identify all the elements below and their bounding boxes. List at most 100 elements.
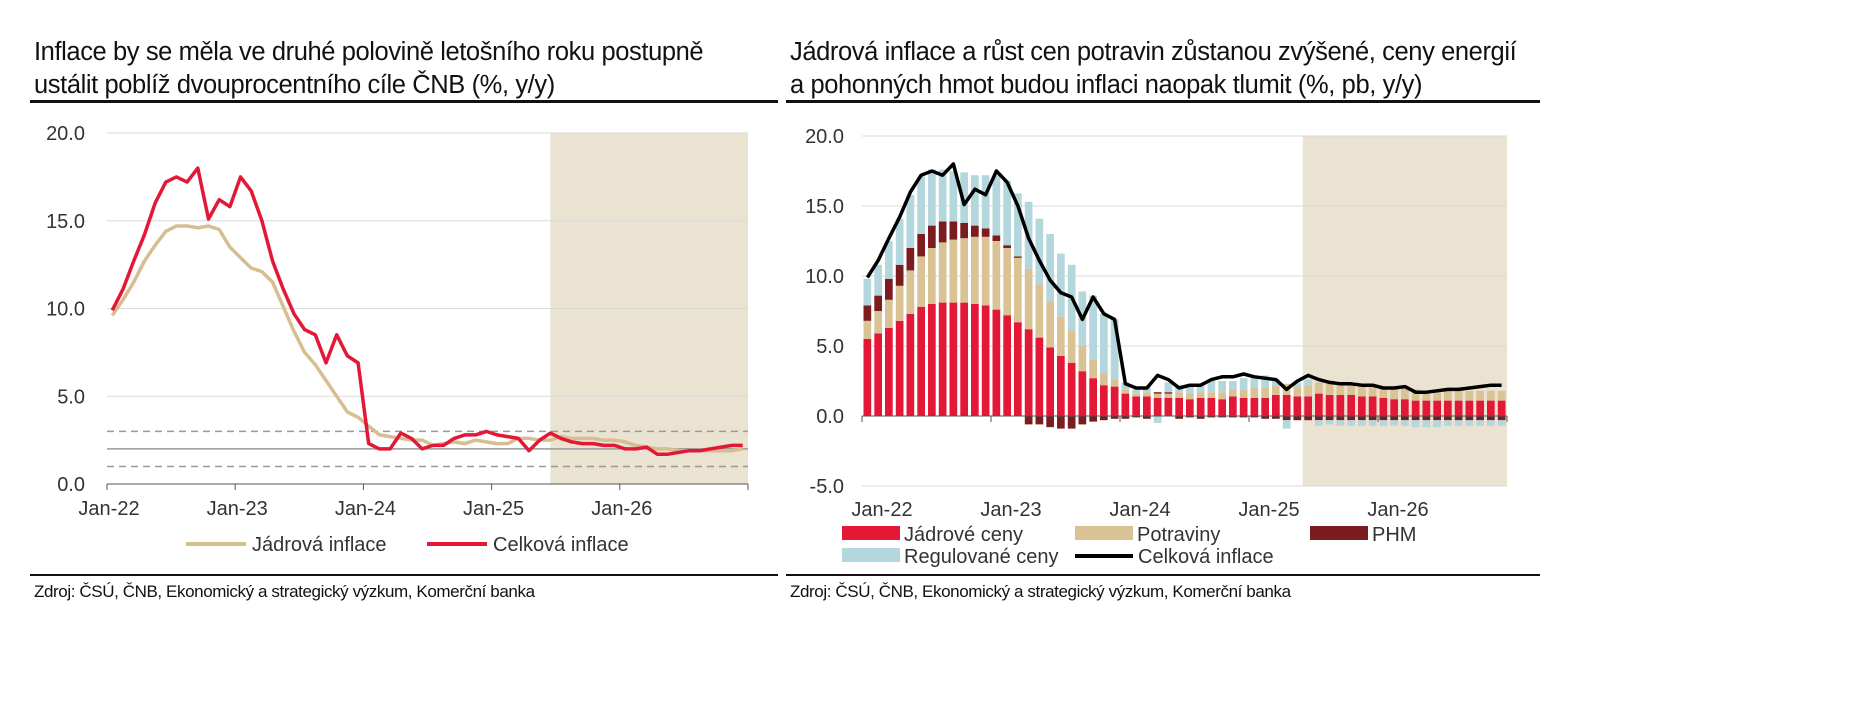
y-tick-label: 5.0 [816,336,844,358]
bar-food [1336,383,1345,395]
bar-food [874,311,882,334]
bar-core-prices [1476,400,1484,416]
bar-food [1401,388,1409,400]
bar-core-prices [928,304,936,416]
bar-food [928,248,936,304]
bar-regulated [1422,420,1431,428]
bar-regulated [1272,379,1280,386]
legend-label-core: Jádrová inflace [252,534,387,556]
bar-food [917,256,925,307]
bar-core-prices [1304,396,1312,416]
bar-fuel [1035,416,1044,425]
bar-regulated [1229,381,1237,390]
bar-core-prices [1067,362,1076,416]
bar-fuel [917,234,925,257]
bar-fuel [1401,416,1409,421]
bar-fuel [1358,416,1366,421]
bar-food [1153,393,1162,398]
bar-regulated [1239,378,1248,390]
bar-regulated [1358,420,1366,426]
bar-regulated [949,171,958,222]
bar-regulated [895,218,904,265]
bar-fuel [1347,416,1355,421]
bar-food [1325,383,1334,395]
bar-fuel [1014,256,1022,258]
bar-core-prices [1078,371,1087,416]
bar-food [1304,385,1312,397]
bar-core-prices [885,327,893,416]
bar-core-prices [1379,397,1388,416]
bar-fuel [1368,416,1377,421]
bar-regulated [1218,381,1226,393]
bar-food [1196,392,1205,398]
forecast-band [1302,136,1507,486]
bar-regulated [1401,420,1409,426]
bar-regulated [1207,381,1216,393]
bar-regulated [1196,383,1205,393]
bar-core-prices [895,320,904,416]
x-tick-label: Jan-22 [851,499,912,521]
bar-fuel [1411,416,1420,421]
bar-food [1379,386,1388,398]
bar-fuel [906,248,915,271]
bar-regulated [1368,420,1377,426]
bar-regulated [1336,420,1345,426]
bar-food [1229,389,1237,397]
right-title-rule [786,100,1540,103]
bar-core-prices [1153,397,1162,416]
bar-core-prices [971,304,979,416]
legend-label-regulated: Regulované ceny [904,546,1059,568]
bar-fuel [1132,416,1140,418]
x-tick-label: Jan-24 [1109,499,1170,521]
bar-food [1143,392,1151,397]
bar-fuel [1175,416,1183,419]
bar-food [981,236,990,306]
bar-fuel [1186,416,1194,418]
bar-fuel [938,221,947,243]
bar-fuel [1497,416,1506,421]
bar-core-prices [1196,397,1205,416]
bar-fuel [1078,416,1087,425]
bar-food [949,239,958,303]
bar-fuel [1046,416,1054,428]
bar-fuel [885,278,893,300]
right-chart-title: Jádrová inflace a růst cen potravin zůst… [790,36,1517,102]
y-tick-label: 15.0 [805,196,844,218]
bar-regulated [1186,383,1194,394]
bar-food [960,238,968,303]
bar-core-prices [1336,395,1345,416]
bar-food [1261,388,1269,398]
bar-regulated [1347,420,1355,426]
left-chart-panel: Inflace by se měla ve druhé polovině let… [0,0,780,728]
legend-label-core-prices: Jádrové ceny [904,524,1023,546]
bar-food [1358,385,1366,397]
bar-core-prices [1014,322,1022,416]
bar-food [1003,248,1011,316]
bar-core-prices [1100,385,1108,416]
bar-fuel [1164,392,1173,394]
bar-food [1454,390,1463,401]
bar-regulated [1250,375,1259,388]
bar-fuel [981,228,990,237]
bar-regulated [1132,389,1140,394]
bar-regulated [917,176,925,234]
bar-fuel [1379,416,1388,421]
bar-fuel [1196,416,1205,419]
bar-food [1293,386,1302,397]
bar-regulated [1487,420,1495,426]
bar-regulated [1100,313,1108,373]
bar-fuel [1293,416,1302,421]
bar-fuel [1422,416,1431,421]
bar-core-prices [1401,399,1409,416]
bar-core-prices [1422,400,1431,416]
series-line-headline [110,166,743,456]
bar-core-prices [1024,329,1033,416]
y-tick-label: 15.0 [46,211,85,233]
bar-food [1207,392,1216,398]
bar-core-prices [960,302,968,416]
bar-regulated [960,172,968,223]
bar-food [1067,330,1076,363]
bar-regulated [1476,420,1484,426]
bar-food [1444,390,1452,401]
bar-core-prices [1132,396,1140,416]
